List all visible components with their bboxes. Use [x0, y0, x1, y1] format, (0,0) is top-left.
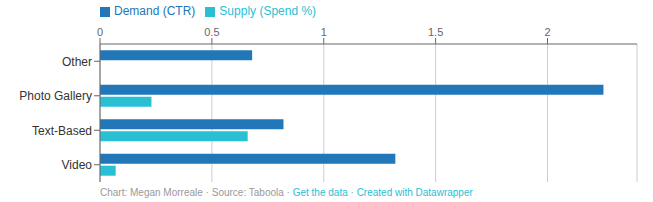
- html-text:Demand (CTR): Demand (CTR): [114, 4, 196, 18]
- svg-text:0: 0: [97, 26, 103, 38]
- svg-text:2: 2: [544, 26, 550, 38]
- html-text:Supply (Spend %): Supply (Spend %): [219, 4, 317, 18]
- html-text:Chart: Megan Morreale · Source: Chart: Megan Morreale · Source: Taboola …: [100, 187, 473, 198]
- svg-text:Photo Gallery: Photo Gallery: [19, 89, 92, 103]
- svg-text:Text-Based: Text-Based: [32, 124, 92, 138]
- svg-text:1.5: 1.5: [428, 26, 443, 38]
- svg-text:Other: Other: [62, 55, 92, 69]
- svg-text:0.5: 0.5: [204, 26, 219, 38]
- svg-text:Video: Video: [62, 158, 93, 172]
- svg-text:1: 1: [321, 26, 327, 38]
